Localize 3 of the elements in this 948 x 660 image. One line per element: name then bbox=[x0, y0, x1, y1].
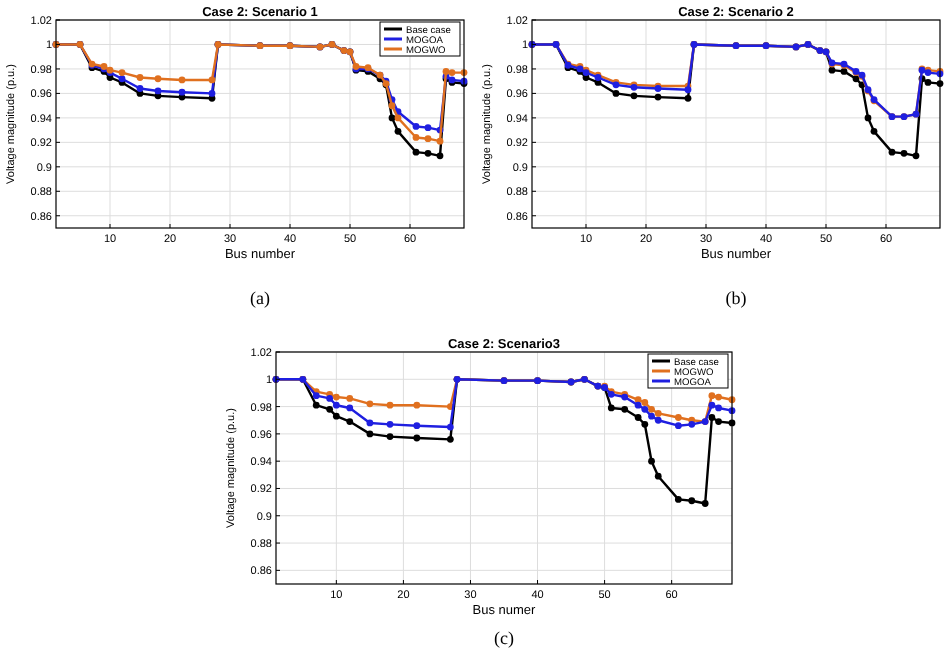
text: (c) bbox=[494, 628, 514, 648]
text: (b) bbox=[725, 288, 747, 308]
text: (a) bbox=[250, 288, 270, 308]
